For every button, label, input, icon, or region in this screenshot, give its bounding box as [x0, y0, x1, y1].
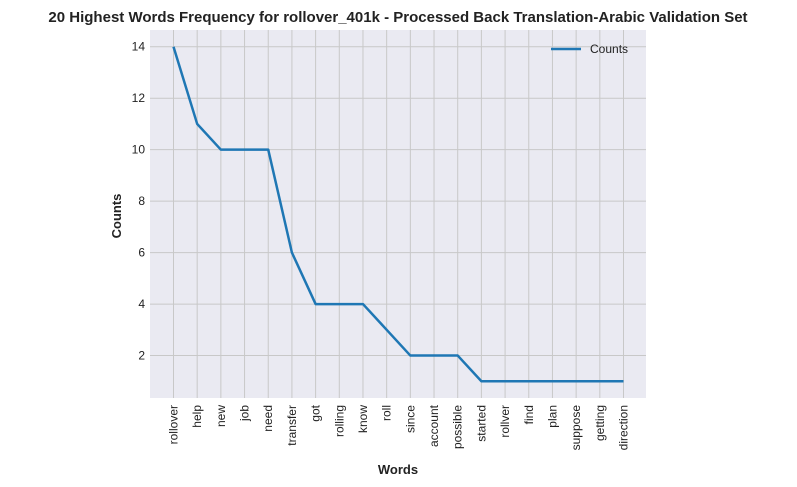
- legend: Counts: [551, 42, 628, 56]
- x-tick-label: account: [427, 404, 441, 447]
- x-axis-label: Words: [378, 462, 418, 477]
- series-line-counts: [172, 46, 624, 383]
- x-tick-label: transfer: [285, 405, 299, 446]
- x-tick-label: direction: [617, 405, 631, 450]
- grid-lines: [150, 30, 646, 398]
- x-tick-label: getting: [593, 405, 607, 441]
- x-tick-label: rollver: [498, 405, 512, 438]
- x-tick-label: need: [261, 405, 275, 432]
- x-tick-label: rollover: [167, 405, 181, 444]
- x-tick-label: possible: [451, 405, 465, 449]
- x-tick-label: job: [238, 405, 252, 422]
- y-tick-label: 4: [138, 297, 145, 311]
- y-tick-label: 12: [132, 91, 146, 105]
- y-axis-label: Counts: [109, 194, 124, 239]
- x-tick-label: suppose: [569, 405, 583, 451]
- series-group: [172, 46, 624, 383]
- y-tick-label: 2: [138, 349, 145, 363]
- y-tick-label: 8: [138, 194, 145, 208]
- x-tick-label: since: [403, 405, 417, 433]
- x-tick-label: plan: [545, 405, 559, 428]
- y-tick-label: 14: [132, 40, 146, 54]
- x-tick-label: help: [190, 405, 204, 428]
- x-tick-label: started: [474, 405, 488, 442]
- plot-area: [150, 30, 646, 398]
- y-tick-label: 10: [132, 143, 146, 157]
- y-axis-ticks: 2 4 6 8 10 12 14: [132, 40, 146, 363]
- x-tick-label: got: [309, 404, 323, 421]
- chart-title: 20 Highest Words Frequency for rollover_…: [48, 9, 747, 26]
- y-tick-label: 6: [138, 246, 145, 260]
- x-tick-label: find: [522, 405, 536, 424]
- legend-label-counts: Counts: [590, 42, 628, 56]
- x-axis-ticks: rollover help new job need transfer got rolling…: [167, 404, 631, 450]
- x-tick-label: rolling: [332, 405, 346, 437]
- x-tick-label: know: [356, 405, 370, 433]
- x-tick-label: roll: [380, 405, 394, 421]
- x-tick-label: new: [214, 405, 228, 427]
